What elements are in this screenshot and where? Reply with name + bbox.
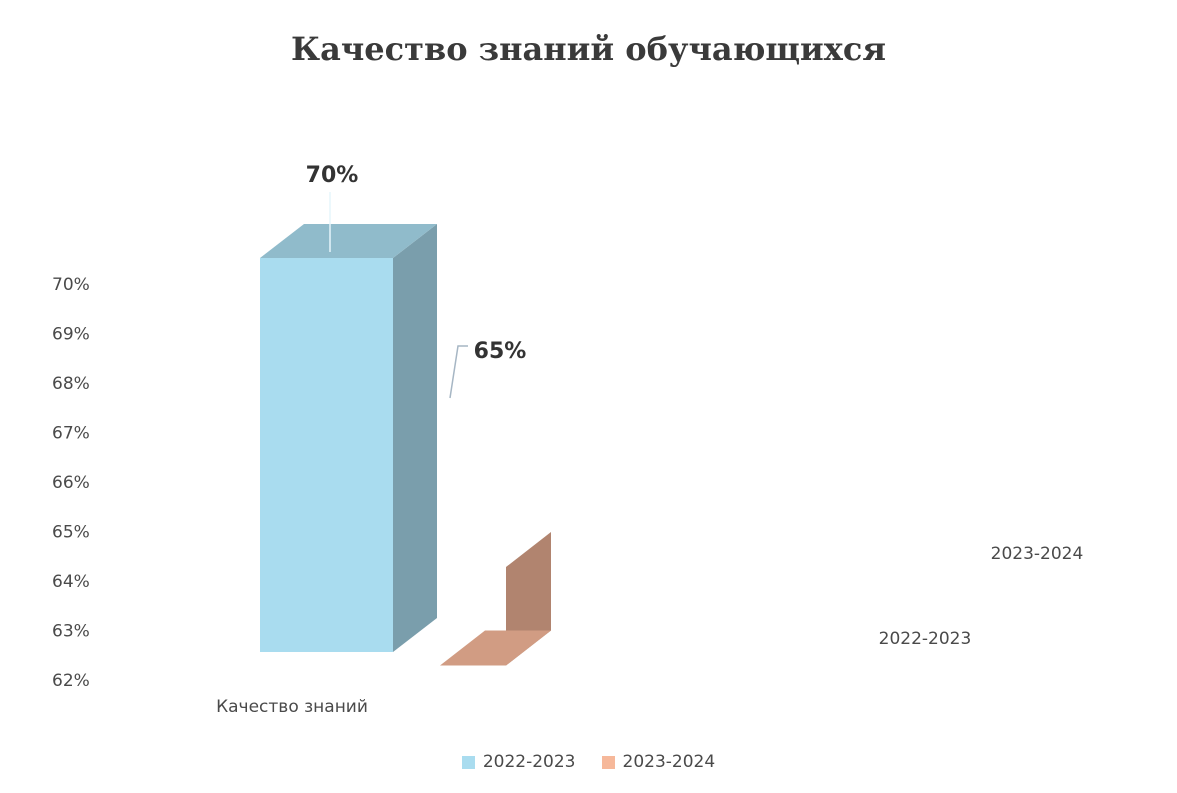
leader-line-2023-2024 (449, 345, 468, 399)
legend-label-2023-2024: 2023-2024 (622, 752, 716, 772)
y-tick-label: 66% (52, 473, 90, 493)
bar-top-2023-2024 (440, 630, 551, 666)
legend-swatch-2022-2023 (461, 755, 475, 769)
chart-title: Качество знаний обучающихся (291, 30, 886, 68)
depth-axis-label-2023-2024: 2023-2024 (991, 544, 1084, 564)
bar-side-2022-2023 (393, 224, 437, 652)
legend-swatch-2023-2024 (601, 755, 615, 769)
bar-2022-2023 (260, 258, 393, 652)
depth-axis-label-2022-2023: 2022-2023 (879, 629, 972, 649)
y-tick-label: 70% (52, 275, 90, 295)
y-tick-label: 63% (52, 622, 90, 642)
legend-item-2022-2023: 2022-2023 (461, 752, 576, 772)
y-tick-label: 67% (52, 424, 90, 444)
y-tick-label: 62% (52, 671, 90, 691)
y-tick-label: 65% (52, 523, 90, 543)
data-label-2022-2023: 70% (306, 163, 359, 188)
bar-top-2022-2023 (260, 224, 437, 258)
y-tick-label: 69% (52, 325, 90, 345)
legend: 2022-2023 2023-2024 (0, 752, 1177, 772)
legend-label-2022-2023: 2022-2023 (482, 752, 576, 772)
y-tick-label: 68% (52, 374, 90, 394)
y-tick-label: 64% (52, 572, 90, 592)
data-label-2023-2024: 65% (474, 339, 527, 364)
legend-item-2023-2024: 2023-2024 (601, 752, 716, 772)
x-category-label: Качество знаний (216, 697, 368, 717)
